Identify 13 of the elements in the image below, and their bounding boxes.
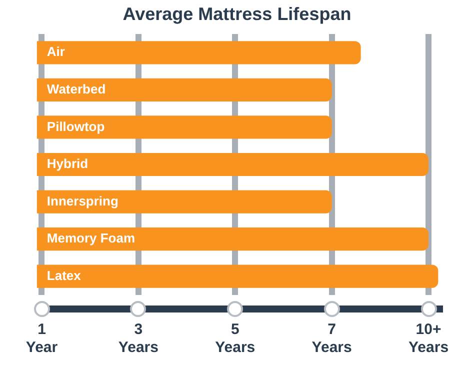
y-tick-label: Latex [46, 268, 82, 283]
y-tick-label: Pillowtop [46, 118, 105, 134]
x-tick-label: 7 Years [312, 321, 352, 356]
x-tick-label: 10+ Years [408, 321, 449, 356]
chart-title: Average Mattress Lifespan [122, 3, 352, 26]
x-tick-label: 1 Year [26, 321, 58, 356]
y-tick-label: Waterbed [46, 82, 106, 97]
x-tick-label: 3 Years [118, 321, 158, 356]
y-tick-label: Memory Foam [46, 230, 136, 246]
y-tick-label: Hybrid [46, 156, 88, 172]
y-tick-label: Air [46, 44, 65, 60]
x-tick-label: 5 Years [215, 321, 256, 356]
y-tick-label: Innerspring [46, 193, 118, 208]
